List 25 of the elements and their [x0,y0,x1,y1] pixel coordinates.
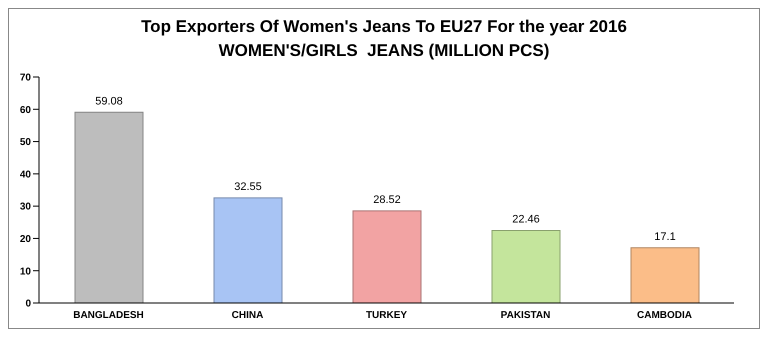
bar [214,197,282,303]
y-tick-label: 10 [20,266,32,278]
x-tick-label: TURKEY [366,310,408,322]
data-label: 59.08 [95,95,123,108]
data-label: 22.46 [512,213,540,226]
y-tick-label: 50 [20,137,32,148]
bar [74,112,144,303]
y-tick-label: 0 [25,298,32,310]
bar [630,247,700,303]
y-tick-label: 60 [20,104,32,116]
y-tick-label: 70 [20,72,32,84]
x-tick-label: PAKISTAN [500,310,550,322]
bar [492,230,560,303]
x-tick-label: CAMBODIA [637,310,692,322]
y-tick-label: 20 [20,234,32,245]
data-label: 32.55 [234,180,262,193]
chart-title: Top Exporters Of Women's Jeans To EU27 For the year 2016 [140,16,628,38]
x-tick-label: BANGLADESH [73,310,144,322]
data-label: 28.52 [373,194,401,206]
y-tick-label: 30 [20,202,32,213]
chart-subtitle: WOMEN'S/GIRLS JEANS (MILLION PCS) [218,40,550,62]
data-label: 17.1 [654,230,676,243]
x-tick-label: CHINA [232,310,264,322]
y-tick-label: 40 [20,169,32,180]
bar [352,210,422,303]
